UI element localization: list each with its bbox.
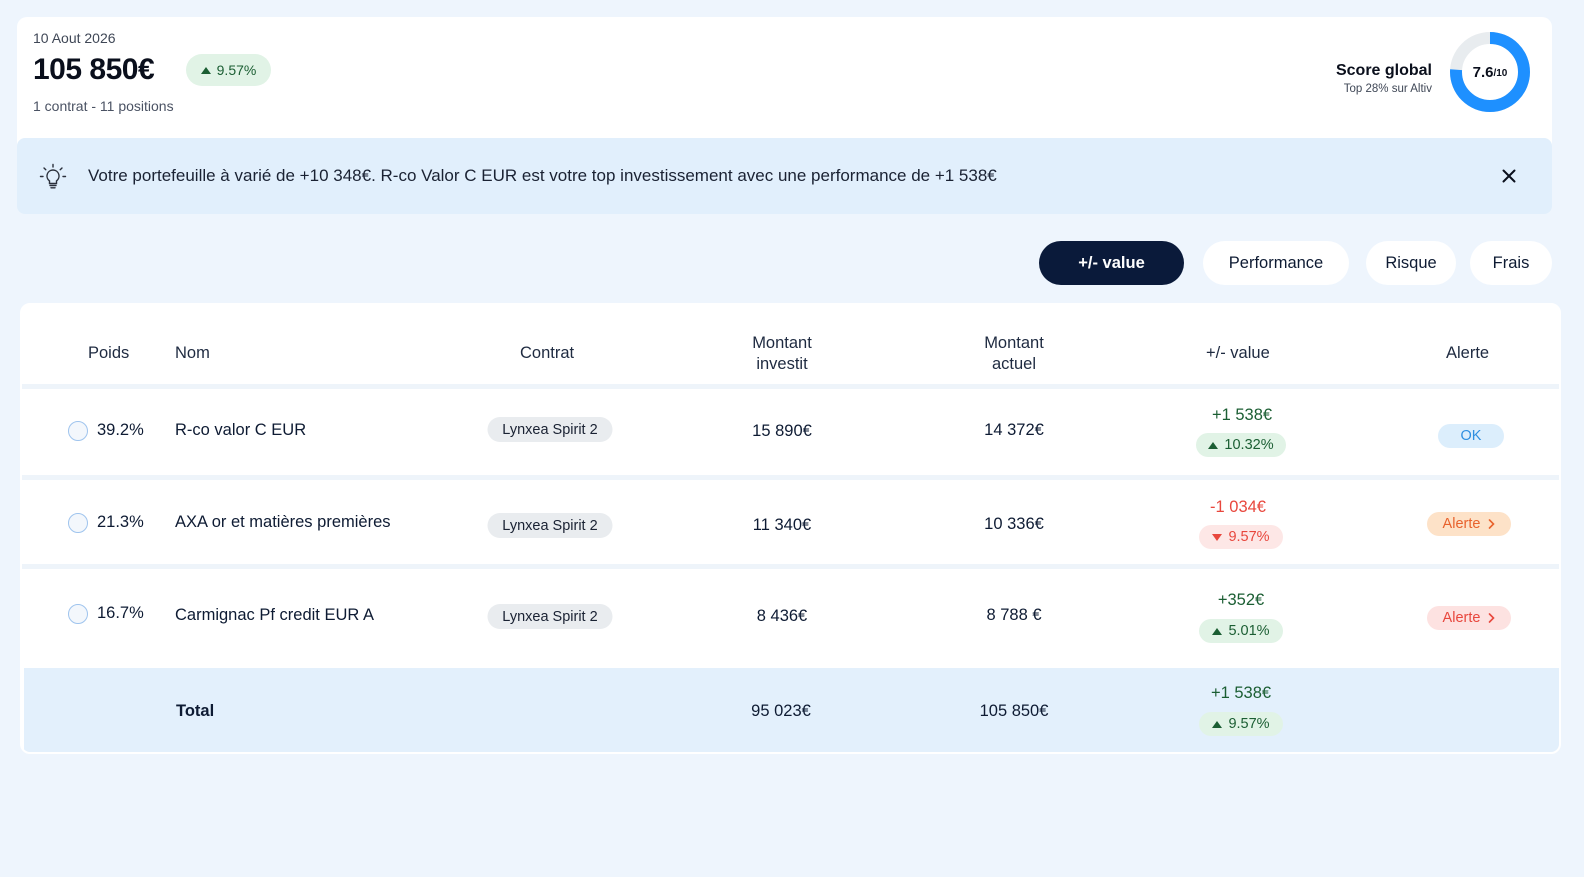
- row-invested: 8 436€: [756, 607, 808, 625]
- header-nom: Nom: [175, 344, 210, 362]
- close-icon: [1502, 169, 1516, 183]
- row-divider: [22, 475, 1559, 480]
- score-global-block: Score global Top 28% sur Altiv: [1336, 62, 1432, 95]
- lightbulb-icon: [39, 163, 67, 189]
- total-label: Total: [176, 702, 215, 720]
- row-divider: [22, 564, 1559, 569]
- row-pv-amount: +352€: [1217, 591, 1265, 609]
- portfolio-change-badge: 9.57%: [186, 54, 271, 86]
- arrow-up-icon: [1212, 627, 1223, 635]
- table-row[interactable]: 16.7% Carmignac Pf credit EUR A Lynxea S…: [22, 569, 1559, 668]
- chevron-right-icon: [1489, 519, 1496, 529]
- row-pv-badge: 10.32%: [1196, 433, 1286, 457]
- row-current: 10 336€: [984, 515, 1044, 533]
- alert-label: Alerte: [1442, 610, 1481, 626]
- total-row: Total 95 023€ 105 850€ +1 538€ 9.57%: [24, 668, 1559, 752]
- score-donut-arc: [1450, 32, 1530, 112]
- header-montant-actuel-line2: actuel: [991, 355, 1037, 373]
- row-pv-pct: 9.57%: [1228, 529, 1270, 545]
- score-title: Score global: [1335, 62, 1432, 79]
- close-banner-button[interactable]: [1497, 164, 1521, 188]
- chevron-right-icon: [1489, 613, 1496, 623]
- row-current: 14 372€: [984, 421, 1044, 439]
- row-weight: 16.7%: [97, 604, 144, 622]
- header-montant-investit-line2: investit: [756, 355, 808, 373]
- header-poids: Poids: [88, 344, 130, 362]
- row-select-radio[interactable]: [68, 604, 88, 624]
- alert-warning-button[interactable]: Alerte: [1427, 512, 1511, 536]
- score-subtitle: Top 28% sur Altiv: [1343, 83, 1432, 95]
- total-invested: 95 023€: [751, 702, 811, 720]
- row-invested: 15 890€: [752, 422, 812, 440]
- row-pv-badge: 5.01%: [1199, 619, 1283, 643]
- total-pv-amount: +1 538€: [1210, 684, 1272, 702]
- tab-performance[interactable]: Performance: [1203, 241, 1349, 285]
- score-value: 7.6/10: [1449, 31, 1531, 113]
- header-montant-actuel-line1: Montant: [984, 334, 1044, 352]
- row-weight: 39.2%: [97, 421, 144, 439]
- positions-table: Poids Nom Contrat Montant investit Monta…: [20, 303, 1561, 754]
- row-pv-pct: 5.01%: [1228, 623, 1270, 639]
- total-pv-pct: 9.57%: [1228, 716, 1270, 732]
- alert-danger-button[interactable]: Alerte: [1427, 606, 1511, 630]
- row-name[interactable]: AXA or et matières premières: [175, 513, 391, 531]
- header-montant-investit: Montant investit: [732, 333, 832, 375]
- contract-chip: Lynxea Spirit 2: [487, 417, 613, 442]
- arrow-up-icon: [200, 66, 211, 74]
- tab-risque[interactable]: Risque: [1366, 241, 1456, 285]
- score-max: /10: [1493, 68, 1508, 79]
- header-montant-investit-line1: Montant: [752, 334, 812, 352]
- score-number: 7.6: [1472, 63, 1494, 81]
- portfolio-change-pct: 9.57%: [216, 62, 257, 78]
- row-current: 8 788 €: [986, 606, 1042, 624]
- row-select-radio[interactable]: [68, 421, 88, 441]
- arrow-up-icon: [1208, 441, 1219, 449]
- total-current: 105 850€: [979, 702, 1049, 720]
- table-row[interactable]: 21.3% AXA or et matières premières Lynxe…: [22, 480, 1559, 564]
- row-name[interactable]: R-co valor C EUR: [175, 421, 307, 439]
- header-alerte: Alerte: [1446, 344, 1490, 362]
- row-pv-pct: 10.32%: [1224, 437, 1274, 453]
- arrow-up-icon: [1212, 720, 1223, 728]
- portfolio-total: 105 850€: [33, 53, 155, 86]
- contract-chip: Lynxea Spirit 2: [487, 604, 613, 629]
- portfolio-date: 10 Aout 2026: [33, 30, 116, 46]
- row-pv-amount: -1 034€: [1210, 498, 1266, 516]
- tab-plus-minus-value[interactable]: +/- value: [1039, 241, 1184, 285]
- row-pv-badge: 9.57%: [1199, 525, 1283, 549]
- insight-banner: Votre portefeuille à varié de +10 348€. …: [17, 138, 1552, 214]
- tab-frais[interactable]: Frais: [1470, 241, 1552, 285]
- portfolio-subtitle: 1 contrat - 11 positions: [33, 98, 174, 114]
- alert-label: Alerte: [1442, 516, 1481, 532]
- header-montant-actuel: Montant actuel: [964, 333, 1064, 375]
- score-donut-chart: [1450, 32, 1530, 112]
- row-pv-amount: +1 538€: [1211, 406, 1273, 424]
- alert-label: OK: [1460, 428, 1482, 444]
- insight-text: Votre portefeuille à varié de +10 348€. …: [88, 166, 997, 185]
- row-weight: 21.3%: [97, 513, 144, 531]
- row-name[interactable]: Carmignac Pf credit EUR A: [175, 606, 374, 624]
- total-pv-badge: 9.57%: [1199, 712, 1283, 736]
- alert-ok-badge[interactable]: OK: [1438, 424, 1504, 448]
- table-row[interactable]: 39.2% R-co valor C EUR Lynxea Spirit 2 1…: [22, 389, 1559, 475]
- header-plus-minus-value: +/- value: [1206, 344, 1270, 362]
- header-contrat: Contrat: [520, 344, 575, 362]
- row-divider: [22, 384, 1559, 389]
- row-select-radio[interactable]: [68, 513, 88, 533]
- contract-chip: Lynxea Spirit 2: [487, 513, 613, 538]
- row-invested: 11 340€: [752, 516, 812, 534]
- arrow-down-icon: [1212, 533, 1223, 541]
